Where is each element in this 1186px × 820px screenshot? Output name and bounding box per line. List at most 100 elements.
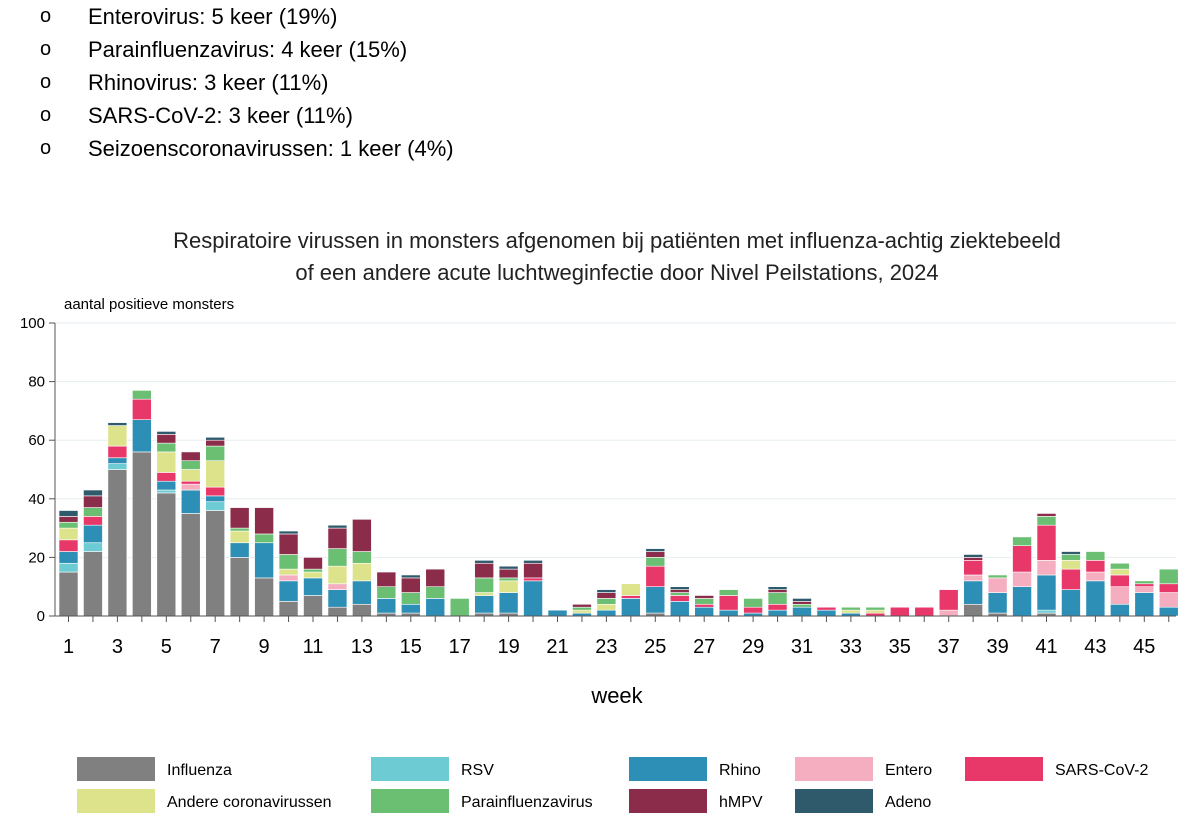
bullet-marker: o [40,38,52,60]
bullet-marker: o [40,137,52,159]
bar-segment [254,577,274,617]
bar-segment [669,595,690,602]
bar-segment [83,542,103,552]
bar-segment [327,565,348,585]
bar-segment [1012,571,1032,587]
bar-segment [278,574,299,582]
bar-segment [767,603,788,611]
bar-segment [107,425,128,447]
bar-segment [669,601,690,617]
bar-segment [376,586,397,599]
bar-segment [816,606,837,611]
y-tick-label: 20 [28,549,45,566]
bar-segment [694,603,715,608]
bar-segment [132,398,152,420]
legend-label: Adeno [885,794,931,811]
bar-segment [425,586,446,599]
bars [58,390,1179,617]
bar-segment [278,580,299,602]
legend-swatch [629,757,707,781]
bar-segment [816,609,837,617]
y-tick-label: 40 [28,491,45,508]
bar-segment [1036,524,1057,561]
x-tick-label: 35 [889,636,911,658]
x-tick-label: 37 [938,636,960,658]
legend-swatch [77,789,155,813]
bar-segment [596,609,617,617]
bar-segment [58,551,79,564]
chart-title-line-2: of een andere acute luchtweginfectie doo… [295,260,938,285]
bar-segment [1085,551,1106,561]
bar-segment [596,598,617,605]
bar-segment [83,551,103,617]
bullet-text: SARS-CoV-2: 3 keer (11%) [88,103,353,128]
legend-label: Rhino [719,762,761,779]
bar-segment [132,390,152,400]
bar-segment [596,592,617,599]
bar-segment [1036,560,1057,576]
bar-segment [400,574,421,579]
x-tick-label: 7 [210,636,221,658]
bar-segment [694,606,715,617]
bullet-marker: o [40,5,52,27]
bar-segment [645,565,666,588]
x-tick-label: 23 [595,636,617,658]
bar-segment [58,510,79,517]
bar-segment [767,592,788,605]
x-axis-label: week [590,683,643,708]
bar-segment [963,603,983,617]
bar-segment [1158,592,1179,608]
x-tick-label: 25 [644,636,666,658]
bar-segment [229,530,250,544]
x-tick-label: 45 [1133,636,1155,658]
bar-segment [718,609,739,617]
bar-segment [1085,560,1106,573]
bar-segment [1158,568,1179,585]
bar-segment [180,489,201,514]
bar-segment [1110,574,1130,587]
x-tick-label: 3 [112,636,123,658]
bar-segment [156,472,177,482]
bullet-marker: o [40,104,52,126]
bar-segment [83,524,103,544]
bar-segment [327,606,348,617]
bar-segment [376,571,397,587]
legend-label: SARS-CoV-2 [1055,762,1148,779]
bar-segment [58,562,79,573]
bar-segment [865,606,886,611]
bar-segment [156,492,177,617]
y-tick-label: 100 [20,315,45,332]
bar-segment [1134,592,1155,617]
bar-segment [327,527,348,549]
bar-segment [669,592,690,596]
bar-segment [205,439,225,447]
bar-segment [107,445,128,459]
bar-segment [645,551,666,558]
bar-segment [474,560,494,564]
bar-segment [229,507,250,529]
bar-segment [621,595,641,599]
bullet-text: Rhinovirus: 3 keer (11%) [88,70,329,95]
y-axis-label: aantal positieve monsters [64,296,234,313]
bar-segment [229,527,250,532]
bar-segment [498,577,519,582]
x-tick-label: 5 [161,636,172,658]
bar-segment [205,510,225,617]
bar-segment [572,603,592,608]
legend-swatch [77,757,155,781]
bar-segment [278,530,299,535]
bar-segment [254,507,274,535]
bar-segment [58,539,79,552]
bar-segment [792,601,812,605]
bar-segment [1134,583,1155,588]
bar-segment [743,598,763,608]
bar-segment [58,571,79,617]
bar-segment [107,469,128,617]
bullet-marker: o [40,71,52,93]
bar-segment [376,598,397,614]
legend: Influenza RSV Rhino Entero SARS-CoV-2 Andere … [77,757,1148,813]
x-tick-label: 9 [259,636,270,658]
bar-segment [278,601,299,617]
bar-segment [1036,516,1057,526]
legend-swatch [795,789,873,813]
